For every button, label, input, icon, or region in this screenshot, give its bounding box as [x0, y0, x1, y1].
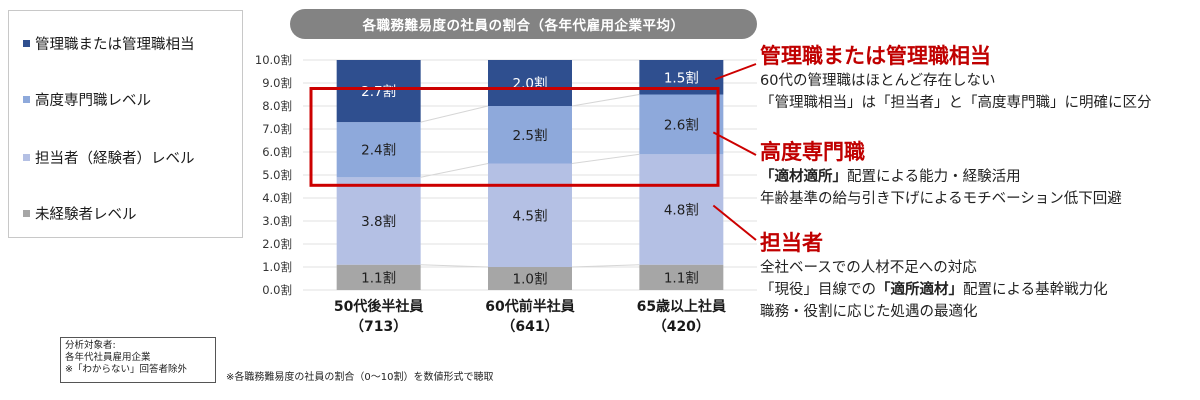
y-tick-label: 3.0割	[262, 214, 292, 228]
annotation-manager-heading: 管理職または管理職相当	[760, 44, 991, 68]
series-connector-line	[420, 163, 489, 178]
series-connector-line	[420, 105, 489, 123]
series-connector-line	[571, 153, 640, 164]
series-connector-line	[571, 94, 640, 107]
bar-segment	[336, 122, 421, 178]
x-category-label: 60代前半社員	[485, 298, 574, 315]
annotation-staff-line-2: 「現役」目線での「適所適材」配置による基幹戦力化	[760, 279, 1108, 301]
analysis-note-line-2: 各年代社員雇用企業	[65, 352, 151, 363]
data-label: 3.8割	[361, 213, 396, 230]
y-tick-label: 9.0割	[262, 76, 292, 90]
annotation-specialist-line-1: 「適材適所」配置による能力・経験活用	[760, 166, 1122, 188]
legend-item-novice: 未経験者レベル	[23, 203, 137, 224]
data-label: 1.1割	[664, 269, 699, 286]
y-tick-label: 7.0割	[262, 122, 292, 136]
data-label: 2.4割	[361, 142, 396, 159]
footnote: ※各職務難易度の社員の割合（0～10割）を数値形式で聴取	[226, 372, 494, 383]
annotation-pointer-line	[712, 131, 757, 156]
annotation-pointer-line	[714, 63, 757, 81]
y-tick-label: 10.0割	[255, 53, 292, 67]
x-category-label: 65歳以上社員	[637, 298, 726, 315]
y-tick-label: 0.0割	[262, 283, 292, 297]
legend-swatch-staff	[23, 154, 30, 161]
bar-segment	[488, 60, 572, 106]
annotation-staff-heading: 担当者	[760, 231, 823, 255]
annotation-specialist-line-2: 年齢基準の給与引き下げによるモチベーション低下回避	[760, 191, 1122, 207]
analysis-note-line-1: 分析対象者:	[65, 340, 116, 351]
x-category-count: （713）	[350, 319, 407, 335]
bar-segment	[488, 267, 572, 290]
analysis-note-line-3: ※「わからない」回答者除外	[65, 364, 187, 375]
legend: 管理職または管理職相当 高度専門職レベル 担当者（経験者）レベル 未経験者レベル	[8, 10, 243, 238]
data-label: 2.7割	[361, 83, 396, 100]
legend-label-specialist: 高度専門職レベル	[35, 93, 151, 109]
legend-swatch-novice	[23, 210, 30, 217]
annotation-staff-line-2-pre: 「現役」目線での	[760, 282, 876, 298]
annotation-manager: 管理職または管理職相当 60代の管理職はほとんど存在しない 「管理職相当」は「担…	[760, 44, 1152, 114]
y-tick-label: 1.0割	[262, 260, 292, 274]
data-label: 2.6割	[664, 116, 699, 133]
legend-swatch-specialist	[23, 96, 30, 103]
bar-segment	[336, 60, 421, 123]
annotation-staff-keyword: 「適所適材」	[876, 282, 963, 298]
y-tick-label: 2.0割	[262, 237, 292, 251]
series-connector-line	[420, 264, 489, 268]
annotation-staff-line-3: 職務・役割に応じた処遇の最適化	[760, 304, 978, 320]
bar-segment	[639, 94, 724, 155]
y-tick-label: 8.0割	[262, 99, 292, 113]
bar-segment	[336, 264, 421, 290]
x-category-count: （641）	[501, 319, 558, 335]
x-category-label: 50代後半社員	[334, 298, 423, 315]
y-tick-label: 4.0割	[262, 191, 292, 205]
bar-segment	[488, 163, 572, 267]
bar-segment	[488, 106, 572, 164]
data-label: 4.8割	[664, 202, 699, 219]
bar-segment	[336, 177, 421, 265]
annotation-specialist-line-1-rest: 配置による能力・経験活用	[847, 169, 1021, 185]
data-label: 4.5割	[513, 207, 548, 224]
analysis-note: 分析対象者: 各年代社員雇用企業 ※「わからない」回答者除外	[60, 337, 216, 383]
series-connector-line	[571, 264, 640, 268]
annotation-pointer-line	[712, 204, 757, 241]
annotation-specialist-keyword: 「適材適所」	[760, 169, 847, 185]
annotation-specialist-heading: 高度専門職	[760, 140, 865, 164]
legend-label-manager: 管理職または管理職相当	[35, 37, 195, 53]
bar-segment	[639, 154, 724, 265]
legend-item-specialist: 高度専門職レベル	[23, 89, 151, 110]
legend-label-staff: 担当者（経験者）レベル	[35, 151, 195, 167]
highlight-frame	[309, 87, 720, 187]
data-label: 1.0割	[513, 271, 548, 288]
chart-title: 各職務難易度の社員の割合（各年代雇用企業平均）	[290, 9, 757, 39]
annotation-manager-line-1: 60代の管理職はほとんど存在しない	[760, 73, 996, 89]
data-label: 1.1割	[361, 269, 396, 286]
legend-item-manager: 管理職または管理職相当	[23, 33, 195, 54]
data-label: 1.5割	[664, 69, 699, 86]
y-tick-label: 5.0割	[262, 168, 292, 182]
legend-label-novice: 未経験者レベル	[35, 207, 137, 223]
y-tick-label: 6.0割	[262, 145, 292, 159]
annotation-staff: 担当者 全社ベースでの人材不足への対応 「現役」目線での「適所適材」配置による基…	[760, 231, 1108, 323]
annotation-manager-line-2: 「管理職相当」は「担当者」と「高度専門職」に明確に区分	[760, 95, 1152, 111]
annotation-staff-line-2-post: 配置による基幹戦力化	[963, 282, 1108, 298]
legend-item-staff: 担当者（経験者）レベル	[23, 147, 195, 168]
data-label: 2.5割	[513, 127, 548, 144]
annotation-staff-line-1: 全社ベースでの人材不足への対応	[760, 260, 977, 276]
legend-swatch-manager	[23, 40, 30, 47]
bar-segment	[639, 264, 724, 290]
annotation-specialist: 高度専門職 「適材適所」配置による能力・経験活用 年齢基準の給与引き下げによるモ…	[760, 140, 1122, 210]
x-category-count: （420）	[653, 319, 710, 335]
